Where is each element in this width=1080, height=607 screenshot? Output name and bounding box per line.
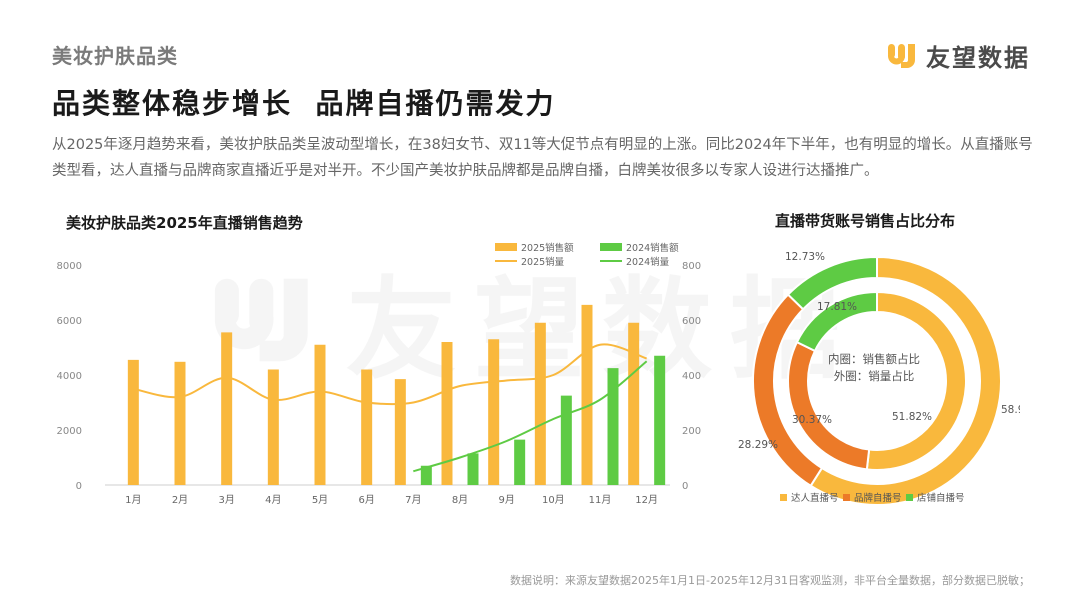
right-axis-tick-label: 200 [682, 426, 701, 437]
left-axis-tick-label: 2000 [57, 426, 82, 437]
sales-trend-chart: 0 2000 4000 6000 8000 0 200 400 600 800 1月 2月 3月 4月 5月… [57, 242, 702, 506]
legend-swatch [843, 494, 850, 501]
x-axis-tick-label: 7月 [405, 494, 421, 506]
bar-2025销售额 [314, 344, 326, 485]
legend-label: 品牌自播号 [854, 492, 902, 504]
x-axis-tick-label: 3月 [218, 494, 234, 506]
x-axis-tick-label: 5月 [312, 494, 328, 506]
legend-swatch [495, 243, 517, 251]
bar-2024销售额 [467, 453, 479, 485]
footnote: 数据说明：来源友望数据2025年1月1日-2025年12月31日客观监测，非平台… [510, 574, 1030, 587]
right-axis-tick-label: 800 [682, 261, 701, 272]
bar-2025销售额 [581, 304, 593, 485]
x-axis-tick-label: 4月 [265, 494, 281, 506]
brand-name: 友望数据 [926, 44, 1030, 72]
donut-center-label: 外圈：销量占比 [834, 369, 915, 383]
bar-2024销售额 [514, 439, 526, 485]
donut-slice-outer-店铺自播号 [786, 255, 878, 311]
donut-data-label: 28.29% [738, 439, 778, 451]
legend-label: 2024销量 [626, 256, 670, 268]
bar-2025销售额 [394, 379, 406, 485]
x-axis-tick-label: 12月 [635, 494, 658, 506]
donut-data-label: 51.82% [892, 411, 932, 423]
donut-data-label: 17.81% [817, 301, 857, 313]
legend-swatch [780, 494, 787, 501]
x-axis-tick-label: 10月 [542, 494, 565, 506]
donut-center-label: 内圈：销售额占比 [828, 352, 920, 366]
donut-slice-inner-店铺自播号 [795, 290, 878, 353]
bar-2024销售额 [420, 465, 432, 485]
donut-data-label: 58.98% [1001, 404, 1020, 416]
bar-2025销售额 [361, 369, 373, 485]
left-axis-tick-label: 4000 [57, 371, 82, 382]
bar-2024销售额 [607, 368, 619, 485]
category-label: 美妆护肤品类 [52, 44, 178, 68]
legend-label: 2025销量 [521, 256, 565, 268]
page-headline: 品类整体稳步增长 品牌自播仍需发力 [52, 87, 556, 120]
bar-2025销售额 [488, 339, 500, 485]
bar-2024销售额 [560, 395, 572, 485]
legend-swatch [906, 494, 913, 501]
legend-label: 达人直播号 [791, 492, 839, 504]
legend-swatch [600, 243, 622, 251]
line-2024销量 [413, 360, 648, 473]
legend-label: 2024销售额 [626, 242, 679, 254]
right-axis-tick-label: 400 [682, 371, 701, 382]
x-axis-tick-label: 2月 [172, 494, 188, 506]
donut-data-label: 30.37% [792, 414, 832, 426]
x-axis-tick-label: 8月 [452, 494, 468, 506]
trend-chart-title: 美妆护肤品类2025年直播销售趋势 [66, 214, 303, 232]
legend-label: 2025销售额 [521, 242, 574, 254]
account-share-donut-chart: 58.98% 28.29% 12.73% 51.82% 30.37% 17.81% 内圈：销… [738, 251, 1020, 506]
x-axis-tick-label: 6月 [358, 494, 374, 506]
bar-2025销售额 [441, 342, 453, 485]
left-axis-tick-label: 6000 [57, 316, 82, 327]
x-axis-tick-label: 1月 [125, 494, 141, 506]
brand-logo: 友望数据 [886, 38, 1030, 73]
bar-2024销售额 [654, 355, 666, 485]
donut-chart-title: 直播带货账号销售占比分布 [775, 212, 956, 230]
brand-logo-icon [888, 43, 915, 68]
right-axis-tick-label: 600 [682, 316, 701, 327]
bar-2025销售额 [267, 369, 279, 485]
right-axis-tick-label: 0 [682, 481, 688, 492]
bar-2025销售额 [534, 322, 546, 485]
bar-2025销售额 [221, 332, 233, 485]
x-axis-tick-label: 11月 [589, 494, 612, 506]
left-axis-tick-label: 0 [76, 481, 82, 492]
donut-data-label: 12.73% [785, 251, 825, 263]
description-text: 从2025年逐月趋势来看，美妆护肤品类呈波动型增长，在38妇女节、双11等大促节… [52, 137, 1033, 179]
legend-label: 店铺自播号 [917, 492, 965, 504]
bar-2025销售额 [174, 361, 186, 485]
bar-2025销售额 [127, 359, 139, 485]
line-2025销量 [133, 343, 647, 406]
bar-2025销售额 [628, 322, 640, 485]
x-axis-tick-label: 9月 [498, 494, 514, 506]
left-axis-tick-label: 8000 [57, 261, 82, 272]
